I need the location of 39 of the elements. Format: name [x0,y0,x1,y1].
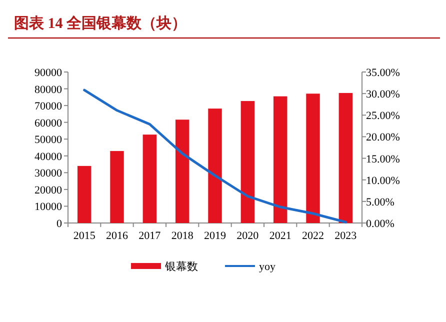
bar [273,96,288,223]
y-tick-label: 20000 [34,184,62,196]
legend-label: yoy [259,261,276,273]
y2-tick-label: 35.00% [366,67,400,79]
x-tick-label: 2019 [204,230,226,242]
y2-tick-label: 25.00% [366,110,400,122]
y2-tick-label: 10.00% [366,174,400,187]
y-tick-label: 60000 [34,117,62,130]
x-tick-label: 2022 [302,230,324,242]
y-tick-label: 50000 [34,134,62,146]
x-tick-label: 2017 [138,230,162,242]
bar [240,101,255,223]
bar [175,120,190,223]
chart-title: 图表 14 全国银幕数（块） [14,15,186,32]
y-tick-label: 0 [56,218,62,230]
x-tick-label: 2021 [269,230,292,242]
bar [338,92,353,223]
x-tick-label: 2016 [106,230,128,242]
legend-label: 银幕数 [164,260,198,273]
y-tick-label: 80000 [34,84,62,96]
bar [306,94,320,223]
bar [142,134,157,223]
x-tick-label: 2023 [334,230,358,242]
y2-tick-label: 30.00% [366,88,400,101]
y-tick-label: 30000 [34,168,62,180]
bar [110,151,124,223]
x-tick-label: 2018 [171,230,194,242]
y2-tick-label: 15.00% [366,153,400,166]
y-tick-label: 90000 [34,67,62,79]
y2-tick-label: 20.00% [366,132,400,144]
y2-tick-label: 0.00% [366,218,394,230]
y2-tick-label: 5.00% [366,196,394,208]
y-tick-label: 40000 [34,150,62,163]
bar [208,108,222,223]
y-tick-label: 10000 [34,201,62,214]
x-tick-label: 2015 [73,230,96,242]
y-tick-label: 70000 [34,100,62,113]
bar [77,166,92,223]
x-tick-label: 2020 [236,230,260,242]
